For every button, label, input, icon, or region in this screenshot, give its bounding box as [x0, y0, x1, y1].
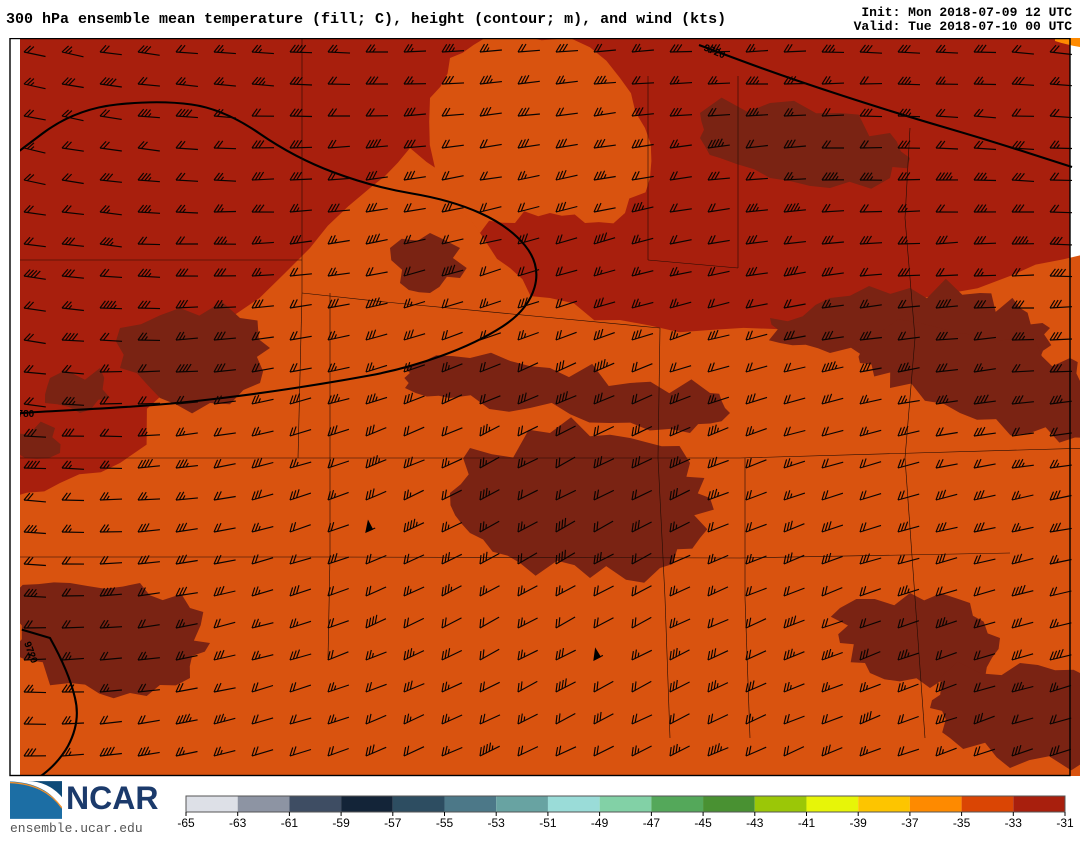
- svg-text:-39: -39: [850, 816, 868, 830]
- svg-text:-63: -63: [229, 816, 247, 830]
- svg-text:-45: -45: [694, 816, 712, 830]
- svg-text:-65: -65: [177, 816, 195, 830]
- svg-text:-47: -47: [643, 816, 661, 830]
- svg-text:9780: 9780: [12, 409, 35, 420]
- svg-text:-55: -55: [436, 816, 454, 830]
- svg-text:-49: -49: [591, 816, 609, 830]
- svg-text:-53: -53: [488, 816, 506, 830]
- svg-text:-51: -51: [539, 816, 557, 830]
- svg-text:-41: -41: [798, 816, 816, 830]
- svg-text:-57: -57: [384, 816, 402, 830]
- svg-text:-37: -37: [901, 816, 919, 830]
- svg-text:-35: -35: [953, 816, 971, 830]
- svg-text:-33: -33: [1005, 816, 1023, 830]
- svg-text:-31: -31: [1056, 816, 1074, 830]
- svg-text:-43: -43: [746, 816, 764, 830]
- svg-text:-61: -61: [281, 816, 299, 830]
- svg-text:-59: -59: [332, 816, 350, 830]
